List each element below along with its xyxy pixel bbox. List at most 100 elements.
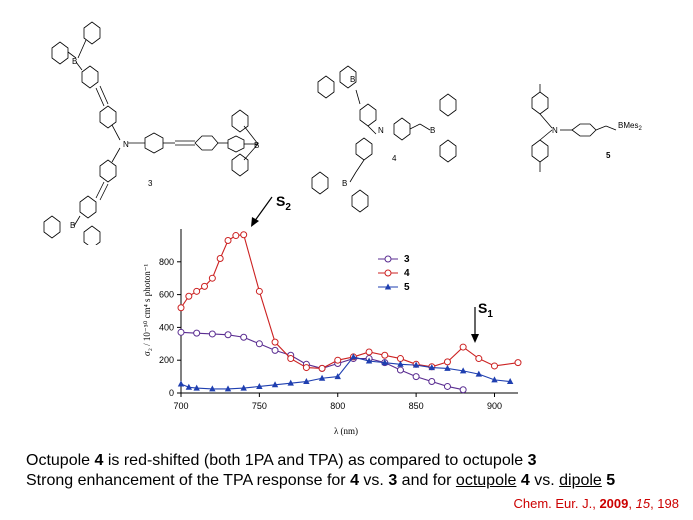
data-point [232, 232, 240, 240]
data-point [303, 378, 310, 385]
x-axis-label: λ (nm) [334, 426, 358, 436]
y-tick-label: 200 [159, 355, 174, 365]
data-point [318, 364, 326, 372]
data-point [240, 333, 248, 341]
data-point [384, 255, 392, 263]
data-point [444, 364, 451, 371]
data-point [177, 304, 185, 312]
atom-n-4: N [378, 126, 384, 135]
chart-ticks: 0 200 400 600 800 700 750 800 850 900 [159, 257, 502, 411]
data-point [193, 384, 200, 391]
s2-annotation: S2 [251, 193, 291, 227]
series-line [180, 331, 464, 391]
data-point [491, 376, 498, 383]
x-tick-label: 850 [409, 401, 424, 411]
data-point [381, 359, 388, 366]
data-point [412, 361, 420, 368]
s2-arrowhead [251, 217, 259, 227]
data-point [396, 355, 404, 363]
data-point [365, 348, 373, 356]
y-tick-label: 800 [159, 257, 174, 267]
y-axis-label: σ₂ / 10⁻⁵⁰ cm⁴ s photon⁻¹ [142, 264, 152, 357]
data-point [475, 370, 483, 377]
data-point [224, 385, 232, 392]
tpa-chart: 0 200 400 600 800 700 750 800 850 900 σ₂ / 10⁻⁵⁰ … [142, 193, 522, 436]
data-point [287, 355, 295, 363]
data-point [185, 292, 193, 300]
atom-n-5: N [552, 126, 558, 135]
data-point [255, 287, 263, 295]
s2-label: S2 [276, 193, 291, 213]
data-point [256, 382, 263, 389]
data-point [302, 364, 310, 372]
data-point [201, 282, 209, 290]
data-point [334, 356, 342, 364]
chart-frame [180, 229, 518, 394]
compound-4-label: 4 [392, 154, 397, 163]
data-point [177, 328, 185, 336]
x-tick-label: 700 [173, 401, 188, 411]
atom-n-3: N [123, 140, 129, 149]
data-point [271, 381, 279, 388]
y-tick-label: 600 [159, 290, 174, 300]
legend-entry-3: 3 [378, 254, 410, 265]
compound-5-label: 5 [606, 151, 611, 160]
x-tick-label: 750 [252, 401, 267, 411]
atom-b-3c: B [254, 141, 259, 150]
data-point [396, 366, 404, 374]
s1-arrowhead [471, 334, 479, 343]
data-point [224, 236, 232, 244]
chemical-structures: N B B B 3 N B B B 4 N BMes2 5 [43, 21, 642, 245]
chart-series [177, 231, 522, 394]
data-point [287, 379, 294, 386]
data-point [271, 346, 279, 354]
legend-label: 4 [404, 268, 410, 279]
series-line [180, 234, 519, 369]
data-point [216, 255, 224, 263]
data-point [459, 343, 467, 351]
data-point [397, 360, 404, 367]
legend-entry-4: 4 [378, 268, 410, 279]
data-point [193, 329, 201, 337]
data-point [177, 380, 185, 387]
data-point [365, 357, 373, 364]
data-point [384, 269, 392, 277]
compound-4-structure [311, 65, 457, 213]
data-point [459, 367, 467, 374]
data-point [240, 231, 248, 239]
data-point [490, 362, 498, 370]
data-point [350, 353, 357, 360]
compound-5-group: BMes2 [618, 121, 642, 132]
data-point [514, 359, 522, 367]
data-point [475, 355, 483, 363]
citation: Chem. Eur. J., 2009, 15, 198 [513, 496, 679, 511]
data-point [443, 382, 451, 390]
s2-arrow [253, 196, 273, 223]
series-4 [177, 231, 522, 372]
data-point [318, 374, 326, 381]
data-point [255, 340, 263, 348]
data-point [208, 274, 216, 282]
atom-b-4c: B [342, 179, 347, 188]
data-point [381, 351, 389, 359]
y-tick-label: 0 [169, 388, 174, 398]
x-tick-label: 900 [487, 401, 502, 411]
legend-entry-5: 5 [378, 282, 410, 293]
data-point [443, 358, 451, 366]
caption-line-2: Strong enhancement of the TPA response f… [26, 472, 616, 489]
caption-line-1: Octupole 4 is red-shifted (both 1PA and … [26, 452, 537, 469]
atom-b-3a: B [72, 57, 77, 66]
x-tick-label: 800 [330, 401, 345, 411]
s1-label: S1 [478, 300, 493, 320]
series-5 [177, 353, 514, 392]
atom-b-4a: B [350, 75, 355, 84]
compound-3-structure [43, 21, 259, 245]
data-point [193, 287, 201, 295]
legend-label: 3 [404, 254, 410, 265]
data-point [384, 283, 392, 290]
data-point [209, 385, 216, 392]
data-point [208, 330, 216, 338]
atom-b-4b: B [430, 126, 435, 135]
data-point [428, 378, 436, 386]
s1-annotation: S1 [471, 300, 493, 343]
